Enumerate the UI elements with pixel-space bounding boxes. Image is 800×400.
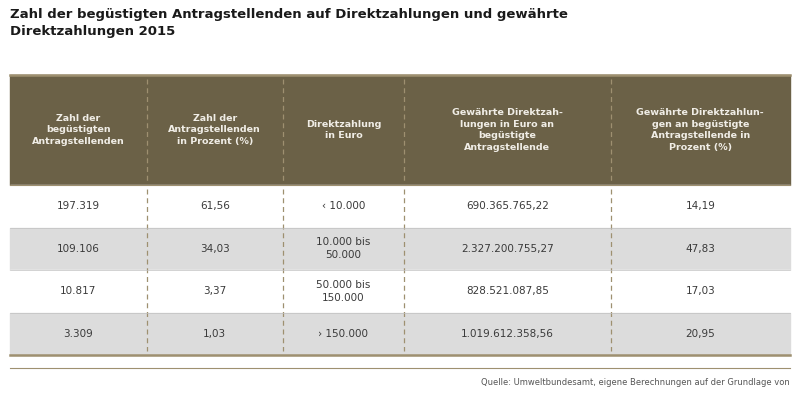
Bar [10, 75, 790, 185]
Text: Zahl der
begüstigten
Antragstellenden: Zahl der begüstigten Antragstellenden [32, 114, 125, 146]
Text: Gewährte Direktzahlun-
gen an begüstigte
Antragstellende in
Prozent (%): Gewährte Direktzahlun- gen an begüstigte… [637, 108, 764, 152]
Text: › 150.000: › 150.000 [318, 329, 369, 339]
Text: Quelle: Umweltbundesamt, eigene Berechnungen auf der Grundlage von: Quelle: Umweltbundesamt, eigene Berechnu… [482, 378, 790, 387]
Text: ‹ 10.000: ‹ 10.000 [322, 201, 365, 211]
Text: Gewährte Direktzah-
lungen in Euro an
begüstigte
Antragstellende: Gewährte Direktzah- lungen in Euro an be… [452, 108, 562, 152]
Text: 109.106: 109.106 [57, 244, 100, 254]
Text: 34,03: 34,03 [200, 244, 230, 254]
Text: 1.019.612.358,56: 1.019.612.358,56 [461, 329, 554, 339]
Text: 1,03: 1,03 [203, 329, 226, 339]
Text: 2.327.200.755,27: 2.327.200.755,27 [461, 244, 554, 254]
Bar [10, 270, 790, 312]
Text: 197.319: 197.319 [57, 201, 100, 211]
Text: 690.365.765,22: 690.365.765,22 [466, 201, 549, 211]
Text: 14,19: 14,19 [686, 201, 715, 211]
Text: 828.521.087,85: 828.521.087,85 [466, 286, 549, 296]
Bar [10, 228, 790, 270]
Text: 17,03: 17,03 [686, 286, 715, 296]
Text: Zahl der begüstigten Antragstellenden auf Direktzahlungen und gewährte
Direktzah: Zahl der begüstigten Antragstellenden au… [10, 8, 568, 38]
Text: 50.000 bis
150.000: 50.000 bis 150.000 [316, 280, 370, 303]
Text: Zahl der
Antragstellenden
in Prozent (%): Zahl der Antragstellenden in Prozent (%) [168, 114, 261, 146]
Text: 3.309: 3.309 [63, 329, 93, 339]
Bar [10, 312, 790, 355]
Text: 10.000 bis
50.000: 10.000 bis 50.000 [316, 237, 370, 260]
Text: 10.817: 10.817 [60, 286, 97, 296]
Text: 3,37: 3,37 [203, 286, 226, 296]
Text: 61,56: 61,56 [200, 201, 230, 211]
Bar [10, 185, 790, 228]
Text: 47,83: 47,83 [686, 244, 715, 254]
Text: 20,95: 20,95 [686, 329, 715, 339]
Text: Direktzahlung
in Euro: Direktzahlung in Euro [306, 120, 381, 140]
